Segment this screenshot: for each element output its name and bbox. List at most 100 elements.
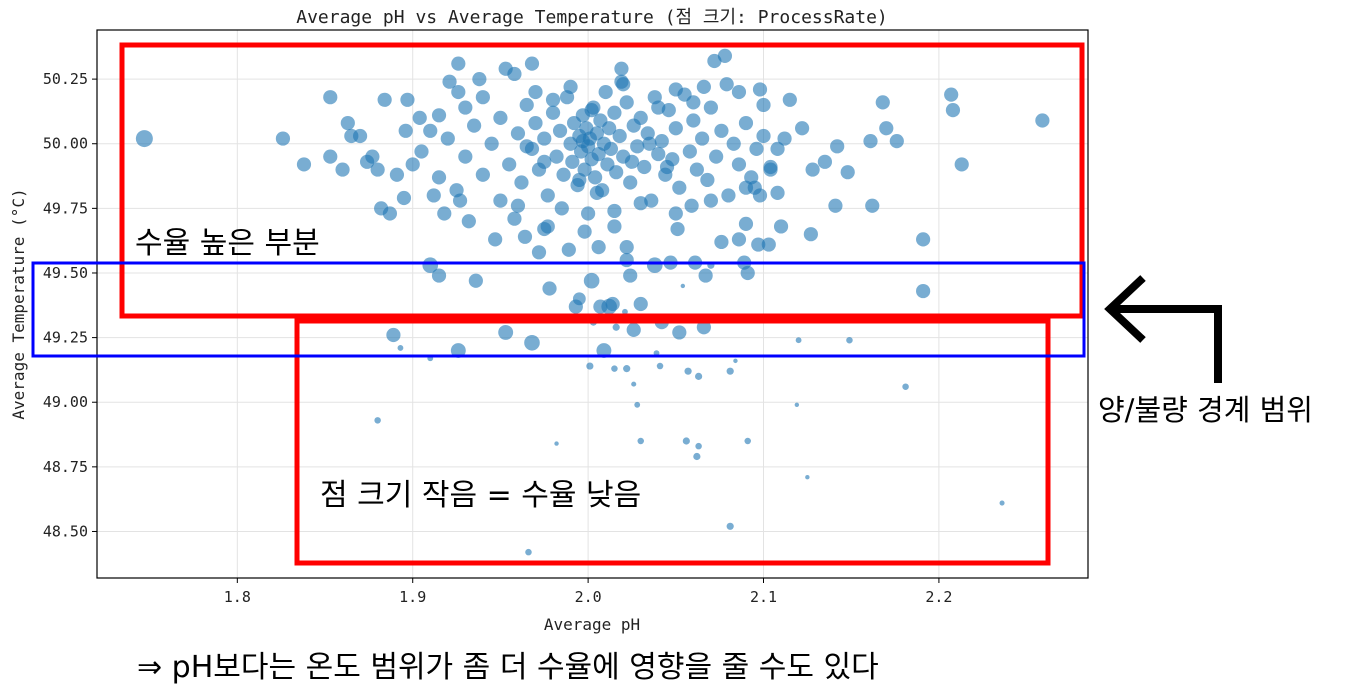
scatter-point — [630, 139, 645, 154]
scatter-point — [386, 327, 401, 343]
scatter-point — [696, 79, 711, 94]
scatter-point — [717, 48, 733, 63]
scatter-point — [524, 334, 540, 351]
scatter-point — [549, 149, 564, 164]
scatter-point — [707, 53, 722, 69]
scatter-point — [524, 56, 540, 71]
scatter-point — [591, 240, 606, 255]
scatter-point — [619, 252, 634, 268]
scatter-point — [622, 308, 628, 315]
scatter-point — [846, 336, 853, 344]
scatter-point — [761, 237, 776, 252]
y-tick-label: 49.00 — [43, 393, 88, 411]
scatter-point — [577, 224, 592, 239]
scatter-point — [1035, 113, 1050, 128]
scatter-point — [602, 121, 617, 136]
scatter-point — [588, 170, 603, 185]
scatter-point — [583, 272, 600, 289]
scatter-point — [461, 214, 476, 229]
scatter-point — [794, 402, 800, 408]
scatter-point — [514, 175, 529, 190]
scatter-point — [472, 72, 487, 87]
scatter-point — [830, 139, 845, 154]
scatter-point — [954, 157, 969, 172]
chart-title: Average pH vs Average Temperature (점 크기:… — [296, 7, 888, 28]
scatter-point — [510, 126, 526, 141]
points — [135, 48, 1050, 556]
scatter-point — [689, 162, 704, 177]
scatter-point — [426, 188, 441, 203]
scatter-point — [525, 548, 532, 556]
scatter-point — [507, 66, 522, 82]
x-axis-label: Average pH — [544, 615, 640, 634]
scatter-point — [545, 92, 561, 107]
scatter-point — [605, 296, 620, 312]
scatter-point — [637, 159, 652, 175]
scatter-point — [596, 343, 612, 358]
scatter-point — [731, 84, 747, 100]
scatter-point — [450, 343, 466, 358]
scatter-point — [352, 128, 368, 144]
scatter-point — [668, 82, 683, 97]
y-tick-label: 49.50 — [43, 264, 88, 282]
scatter-point — [611, 365, 618, 372]
x-tick-label: 2.0 — [575, 588, 602, 606]
scatter-point — [916, 283, 931, 299]
scatter-point — [437, 206, 452, 221]
scatter-point — [396, 190, 412, 206]
scatter-point — [619, 240, 634, 255]
scatter-point — [770, 141, 785, 157]
x-tick-label: 2.1 — [750, 588, 777, 606]
scatter-point — [598, 84, 613, 100]
scatter-point — [528, 115, 543, 131]
scatter-point — [624, 154, 640, 169]
scatter-point — [659, 159, 675, 175]
x-tick-label: 2.2 — [925, 588, 952, 606]
scatter-point — [642, 136, 657, 151]
scatter-point — [528, 84, 543, 100]
scatter-point — [423, 123, 438, 138]
scatter-point — [752, 82, 768, 97]
scatter-point — [698, 268, 713, 283]
scatter-point — [703, 100, 718, 115]
scatter-point — [488, 232, 503, 247]
scatter-point — [593, 299, 608, 314]
scatter-point — [777, 131, 792, 146]
scatter-point — [519, 139, 534, 154]
scatter-point — [467, 118, 482, 133]
scatter-point — [607, 219, 622, 234]
scatter-point — [695, 372, 703, 380]
scatter-point — [733, 358, 738, 364]
scatter-point — [603, 141, 619, 157]
scatter-point — [612, 323, 620, 331]
scatter-point — [586, 362, 594, 370]
scatter-point — [616, 77, 631, 92]
x-tick-label: 1.8 — [224, 588, 251, 606]
scatter-point — [738, 216, 754, 231]
scatter-point — [498, 324, 514, 340]
scatter-point — [468, 273, 483, 288]
scatter-point — [719, 77, 734, 92]
scatter-point — [726, 367, 734, 375]
scatter-point — [589, 126, 604, 141]
boundary-box — [31, 261, 1086, 358]
high-yield-box — [119, 42, 1085, 319]
scatter-point — [879, 121, 894, 136]
scatter-point — [633, 110, 648, 125]
scatter-point — [682, 144, 697, 159]
scatter-point — [865, 198, 880, 213]
scatter-point — [721, 188, 736, 203]
scatter-point — [795, 121, 810, 136]
scatter-point — [431, 170, 447, 185]
scatter-point — [458, 149, 473, 164]
scatter-point — [944, 87, 959, 102]
scatter-point — [540, 188, 555, 203]
scatter-point — [451, 84, 466, 100]
scatter-point — [449, 183, 464, 198]
low-yield-label: 점 크기 작음 = 수율 낮음 — [320, 478, 641, 513]
scatter-point — [731, 157, 747, 172]
scatter-point — [374, 417, 381, 424]
scatter-point — [680, 283, 686, 289]
scatter-point — [999, 500, 1005, 506]
scatter-point — [773, 219, 789, 234]
